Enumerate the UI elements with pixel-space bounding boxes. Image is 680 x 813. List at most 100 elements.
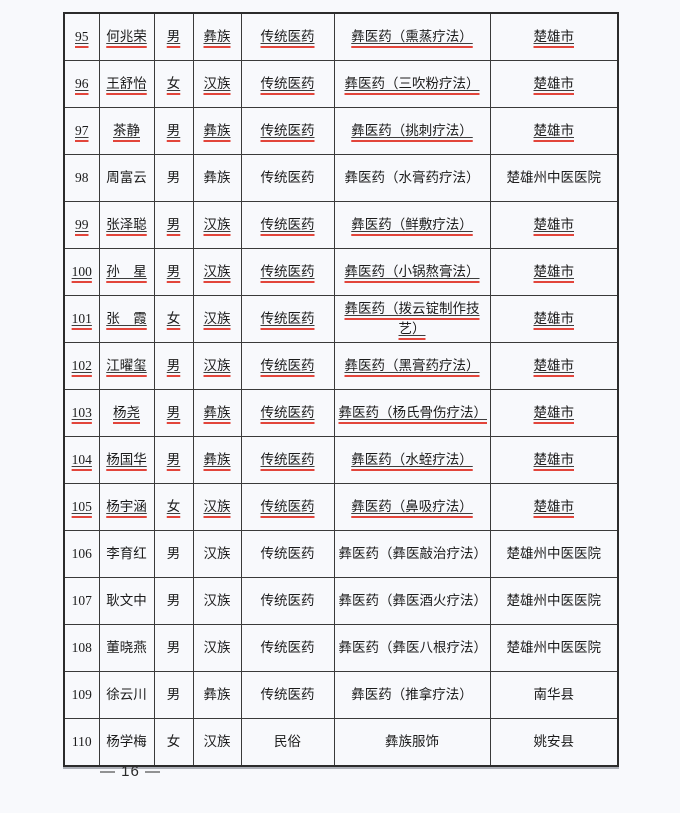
cell-category: 传统医药 <box>240 577 335 625</box>
cell-name: 董晓燕 <box>98 624 155 672</box>
revision-marked-text: 彝族 <box>203 452 231 468</box>
cell-name: 耿文中 <box>98 577 155 625</box>
revision-marked-text: 汉族 <box>203 358 231 374</box>
table-row: 108 董晓燕男汉族 传统医药 彝医药（彝医八根疗法） 楚雄州中医医院 <box>63 624 619 672</box>
cell-ethnicity: 彝族 <box>192 671 242 719</box>
cell-name: 杨尧 <box>98 389 155 437</box>
cell-number: 97 <box>63 107 100 155</box>
cell-gender: 男 <box>153 342 194 390</box>
cell-location: 楚雄市 <box>489 107 619 155</box>
cell-number: 98 <box>63 154 100 202</box>
cell-number: 108 <box>63 624 100 672</box>
cell-ethnicity: 彝族 <box>192 12 242 61</box>
revision-marked-text: 男 <box>166 264 181 280</box>
cell-name: 杨宇涵 <box>98 483 155 531</box>
cell-ethnicity: 汉族 <box>192 530 242 578</box>
cell-ethnicity: 汉族 <box>192 342 242 390</box>
revision-marked-text: 101 <box>71 311 92 327</box>
table-row: 100 孙 星 男 汉族 传统医药 彝医药（小锅熬膏法） 楚雄市 <box>63 248 619 296</box>
revision-marked-text: 男 <box>166 217 181 233</box>
table-row: 99 张泽聪 男 汉族 传统医药 彝医药（鲜敷疗法） 楚雄市 <box>63 201 619 249</box>
cell-location: 楚雄市 <box>489 60 619 108</box>
cell-ethnicity: 汉族 <box>192 718 242 767</box>
table-row: 104 杨国华 男 彝族 传统医药 彝医药（水蛭疗法） 楚雄市 <box>63 436 619 484</box>
revision-marked-text: 男 <box>166 358 181 374</box>
revision-marked-text: 彝族 <box>203 123 231 139</box>
cell-category: 传统医药 <box>240 530 335 578</box>
revision-marked-text: 彝医药（杨氏骨伤疗法） <box>338 405 488 421</box>
cell-category: 传统医药 <box>240 201 335 249</box>
cell-name: 张泽聪 <box>98 201 155 249</box>
cell-project: 彝医药（杨氏骨伤疗法） <box>333 389 491 437</box>
cell-ethnicity: 汉族 <box>192 295 242 343</box>
cell-gender: 男 <box>153 671 194 719</box>
cell-ethnicity: 彝族 <box>192 107 242 155</box>
cell-location: 楚雄市 <box>489 295 619 343</box>
revision-marked-text: 男 <box>166 29 181 45</box>
revision-marked-text: 96 <box>75 76 89 92</box>
revision-marked-text: 传统医药 <box>260 29 315 45</box>
revision-marked-text: 传统医药 <box>260 499 315 515</box>
cell-number: 110 <box>63 718 100 767</box>
cell-ethnicity: 彝族 <box>192 436 242 484</box>
table-row: 97 茶静 男 彝族 传统医药 彝医药（挑刺疗法） 楚雄市 <box>63 107 619 155</box>
revision-marked-text: 楚雄市 <box>533 358 575 374</box>
cell-project: 彝医药（推拿疗法） <box>333 671 491 719</box>
cell-project: 彝医药（水膏药疗法） <box>333 154 491 202</box>
cell-category: 传统医药 <box>240 483 335 531</box>
cell-category: 传统医药 <box>240 342 335 390</box>
cell-category: 传统医药 <box>240 671 335 719</box>
cell-project: 彝医药（三吹粉疗法） <box>333 60 491 108</box>
revision-marked-text: 楚雄市 <box>533 311 575 327</box>
cell-number: 104 <box>63 436 100 484</box>
revision-marked-text: 男 <box>166 452 181 468</box>
cell-ethnicity: 汉族 <box>192 624 242 672</box>
cell-project: 彝族服饰 <box>333 718 491 767</box>
revision-marked-text: 女 <box>166 499 181 515</box>
cell-gender: 女 <box>153 295 194 343</box>
cell-project: 彝医药（拨云锭制作技艺） <box>333 295 491 343</box>
revision-marked-text: 楚雄市 <box>533 264 575 280</box>
cell-category: 传统医药 <box>240 436 335 484</box>
revision-marked-text: 彝医药（水蛭疗法） <box>351 452 473 468</box>
revision-marked-text: 97 <box>75 123 89 139</box>
revision-marked-text: 传统医药 <box>260 264 315 280</box>
cell-gender: 男 <box>153 624 194 672</box>
cell-gender: 男 <box>153 248 194 296</box>
cell-location: 姚安县 <box>489 718 619 767</box>
cell-gender: 男 <box>153 201 194 249</box>
cell-number: 96 <box>63 60 100 108</box>
revision-marked-text: 100 <box>71 264 92 280</box>
table-row: 110 杨学梅女汉族 民俗 彝族服饰 姚安县 <box>63 718 619 767</box>
revision-marked-text: 孙 星 <box>106 264 147 280</box>
cell-location: 楚雄州中医医院 <box>489 577 619 625</box>
revision-marked-text: 汉族 <box>203 76 231 92</box>
cell-location: 楚雄市 <box>489 342 619 390</box>
revision-marked-text: 传统医药 <box>260 405 315 421</box>
revision-marked-text: 95 <box>75 29 89 45</box>
revision-marked-text: 男 <box>166 123 181 139</box>
cell-location: 楚雄市 <box>489 12 619 61</box>
cell-number: 100 <box>63 248 100 296</box>
cell-location: 楚雄市 <box>489 483 619 531</box>
revision-marked-text: 楚雄市 <box>533 405 575 421</box>
cell-ethnicity: 汉族 <box>192 60 242 108</box>
cell-name: 何兆荣 <box>98 12 155 61</box>
cell-category: 传统医药 <box>240 12 335 61</box>
revision-marked-text: 传统医药 <box>260 452 315 468</box>
cell-ethnicity: 彝族 <box>192 389 242 437</box>
table-row: 105 杨宇涵 女 汉族 传统医药 彝医药（鼻吸疗法） 楚雄市 <box>63 483 619 531</box>
revision-marked-text: 楚雄市 <box>533 76 575 92</box>
cell-gender: 男 <box>153 530 194 578</box>
cell-location: 楚雄市 <box>489 389 619 437</box>
cell-project: 彝医药（水蛭疗法） <box>333 436 491 484</box>
cell-gender: 男 <box>153 12 194 61</box>
revision-marked-text: 103 <box>71 405 92 421</box>
cell-category: 传统医药 <box>240 248 335 296</box>
table-row: 106 李育红男汉族 传统医药 彝医药（彝医敲治疗法） 楚雄州中医医院 <box>63 530 619 578</box>
revision-marked-text: 楚雄市 <box>533 29 575 45</box>
cell-gender: 男 <box>153 154 194 202</box>
cell-name: 李育红 <box>98 530 155 578</box>
revision-marked-text: 杨宇涵 <box>106 499 147 515</box>
